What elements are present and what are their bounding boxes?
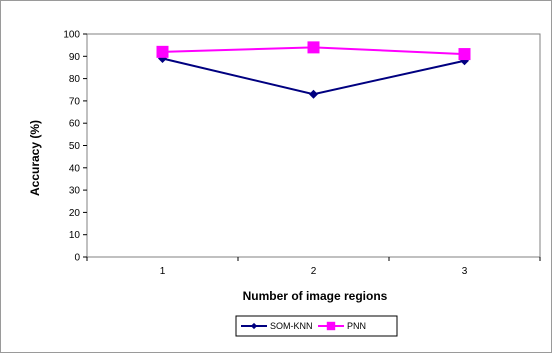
data-point-pnn [307,41,320,54]
data-point-pnn [156,45,169,58]
y-tick-label: 20 [69,208,81,219]
y-tick-label: 30 [69,186,81,197]
series-layer [156,41,471,99]
data-point-som-knn [309,89,318,99]
y-tick-label: 80 [69,74,81,85]
y-tick-label: 0 [74,253,80,264]
x-tick-label: 1 [160,266,166,277]
y-tick-label: 60 [69,119,81,130]
x-tick-label: 2 [311,266,317,277]
legend-label-som-knn: SOM-KNN [270,321,313,331]
y-axis-ticks: 0 10 20 30 40 50 60 70 80 90 100 [63,30,87,264]
plot-area [86,33,541,258]
data-point-pnn [458,48,471,61]
y-tick-label: 10 [69,230,81,241]
y-axis-title: Accuracy (%) [28,120,42,196]
y-tick-label: 70 [69,96,81,107]
legend-label-pnn: PNN [347,321,366,331]
legend-marker-pnn [326,321,336,331]
y-tick-label: 40 [69,163,81,174]
x-axis-ticks: 1 2 3 [86,257,541,277]
plot-border [86,33,541,258]
legend: SOM-KNN PNN [235,315,398,337]
legend-marker-som-knn [250,322,258,330]
series-pnn [156,41,471,61]
x-axis-title: Number of image regions [243,289,388,303]
y-tick-label: 50 [69,141,81,152]
x-tick-label: 3 [462,266,468,277]
y-tick-label: 90 [69,52,81,63]
y-tick-label: 100 [63,30,80,41]
legend-box [235,315,398,337]
